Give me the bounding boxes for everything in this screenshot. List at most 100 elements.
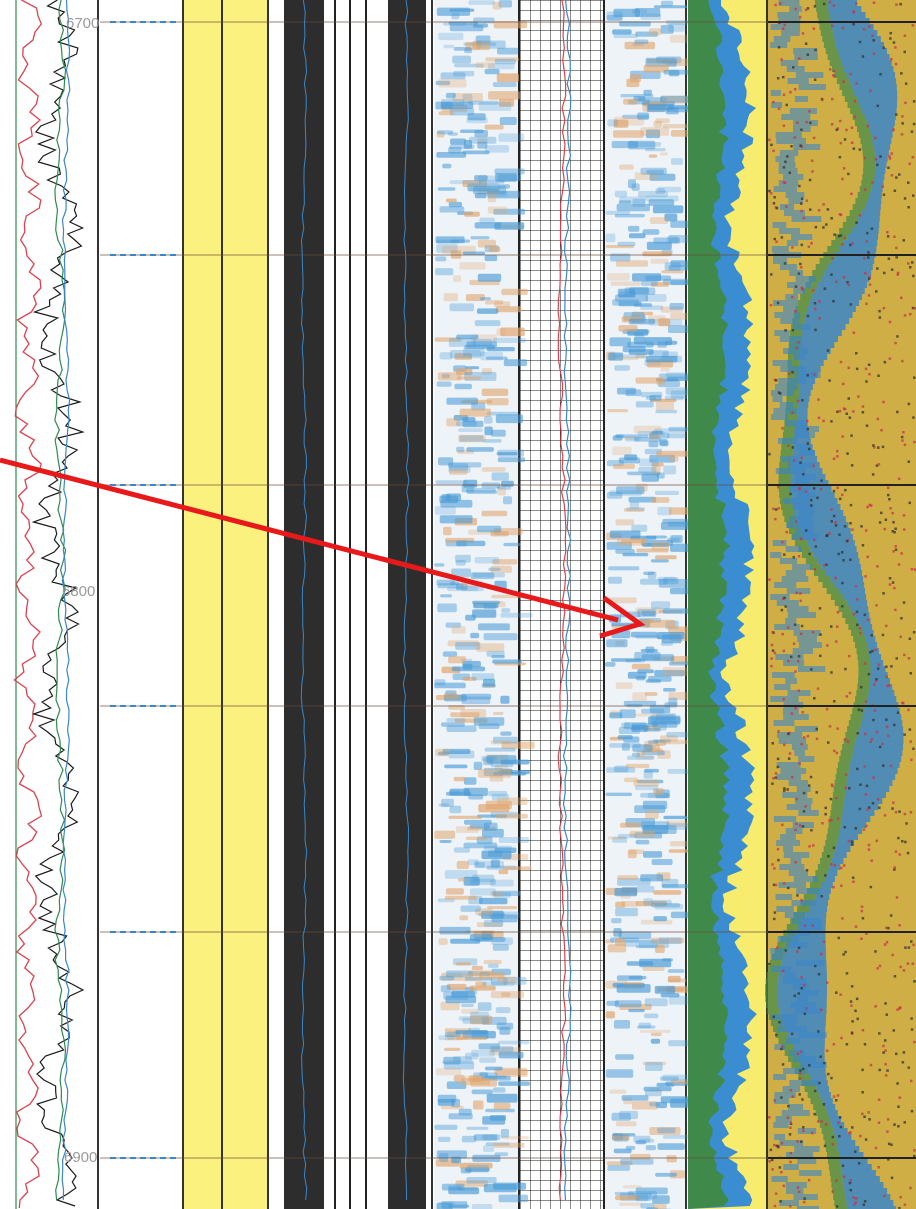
texture-blob	[446, 718, 466, 723]
texture-blob	[498, 133, 525, 142]
mosaic-band	[828, 6, 862, 12]
mosaic-band	[803, 894, 816, 900]
mosaic-band	[782, 708, 799, 714]
mosaic-speck	[883, 943, 887, 946]
texture-blob	[617, 735, 633, 740]
texture-blob	[500, 1129, 509, 1138]
mosaic-speck	[903, 443, 907, 447]
mosaic-speck	[885, 940, 889, 944]
mosaic-speck	[893, 866, 896, 869]
texture-blob	[482, 1134, 501, 1141]
mosaic-speck	[829, 68, 832, 71]
mosaic-band	[795, 528, 814, 534]
mosaic-band	[815, 264, 828, 270]
mosaic-band	[787, 282, 811, 288]
texture-blob	[485, 57, 520, 62]
mosaic-band	[805, 558, 818, 564]
mosaic-speck	[786, 788, 789, 791]
mosaic-speck	[813, 697, 816, 700]
texture-blob	[607, 409, 629, 413]
texture-blob	[635, 945, 657, 949]
texture-blob	[654, 670, 685, 677]
texture-blob	[653, 890, 682, 895]
mosaic-band	[799, 1062, 827, 1068]
texture-blob	[462, 150, 490, 155]
mosaic-band	[832, 66, 844, 72]
mosaic-band	[794, 54, 818, 60]
mosaic-speck	[855, 997, 859, 1001]
mosaic-band	[819, 24, 832, 30]
texture-blob	[607, 1164, 630, 1171]
mosaic-band	[781, 504, 793, 510]
mosaic-band	[827, 264, 873, 270]
mosaic-speck	[819, 1055, 822, 1058]
texture-blob	[615, 1121, 637, 1127]
mosaic-band	[852, 114, 865, 120]
mosaic-speck	[777, 858, 780, 862]
mosaic-band	[785, 570, 806, 576]
mosaic-speck	[843, 138, 847, 141]
mosaic-speck	[777, 485, 780, 489]
texture-blob	[454, 63, 484, 68]
mosaic-band	[856, 96, 898, 102]
texture-blob	[618, 200, 632, 204]
mosaic-band	[782, 792, 808, 798]
texture-blob	[609, 1089, 627, 1094]
mosaic-band	[794, 540, 807, 546]
mosaic-speck	[907, 657, 911, 660]
mosaic-speck	[913, 568, 916, 571]
mosaic-band	[873, 144, 891, 150]
mosaic-band	[787, 462, 815, 468]
texture-blob	[492, 559, 518, 565]
mosaic-speck	[887, 734, 890, 738]
mosaic-speck	[799, 262, 802, 266]
mosaic-band	[831, 1182, 844, 1188]
mosaic-speck	[863, 1200, 867, 1203]
mosaic-band	[846, 72, 895, 78]
mosaic-speck	[866, 555, 869, 559]
texture-blob	[661, 878, 679, 888]
mosaic-speck	[801, 288, 804, 291]
mosaic-speck	[860, 685, 863, 689]
mosaic-speck	[804, 490, 808, 493]
texture-blob	[661, 95, 691, 104]
texture-blob	[634, 652, 661, 661]
mosaic-speck	[864, 575, 867, 578]
mosaic-speck	[816, 687, 820, 690]
mosaic-speck	[813, 373, 816, 376]
mosaic-speck	[865, 240, 868, 243]
mosaic-speck	[854, 1150, 857, 1153]
mosaic-speck	[839, 234, 843, 237]
mosaic-speck	[893, 1123, 896, 1126]
mosaic-band	[829, 864, 841, 870]
mosaic-band	[793, 630, 821, 636]
mosaic-band	[825, 840, 838, 846]
mosaic-speck	[782, 1184, 785, 1188]
texture-blob	[622, 1185, 642, 1189]
mosaic-speck	[838, 533, 841, 536]
mosaic-band	[855, 738, 904, 744]
mosaic-speck	[785, 103, 788, 107]
mosaic-band	[796, 1206, 819, 1209]
mosaic-speck	[894, 341, 897, 345]
mosaic-speck	[854, 585, 858, 588]
mosaic-band	[816, 1086, 829, 1092]
mosaic-band	[857, 732, 904, 738]
mosaic-speck	[769, 303, 773, 307]
mosaic-speck	[800, 742, 803, 746]
mosaic-band	[796, 1050, 825, 1056]
mosaic-speck	[812, 487, 816, 490]
mosaic-speck	[814, 328, 817, 332]
mosaic-speck	[878, 1068, 881, 1072]
mosaic-speck	[847, 366, 850, 370]
mosaic-band	[783, 306, 798, 312]
mosaic-speck	[885, 725, 889, 728]
mosaic-speck	[845, 1043, 849, 1046]
mosaic-speck	[865, 424, 869, 427]
mosaic-speck	[867, 1111, 870, 1114]
mosaic-band	[777, 942, 790, 948]
mosaic-speck	[825, 534, 828, 538]
texture-blob	[476, 643, 505, 652]
mosaic-band	[839, 84, 852, 90]
mosaic-speck	[856, 767, 859, 771]
